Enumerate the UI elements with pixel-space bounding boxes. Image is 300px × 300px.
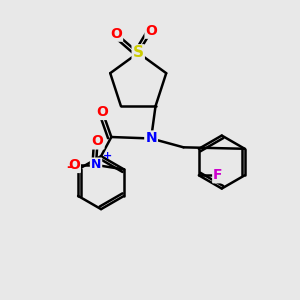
Text: O: O — [97, 105, 109, 119]
Text: O: O — [92, 134, 104, 148]
Text: -: - — [67, 160, 72, 175]
Text: O: O — [146, 24, 158, 38]
Text: N: N — [91, 158, 101, 172]
Text: O: O — [110, 27, 122, 41]
Text: F: F — [213, 168, 223, 182]
Text: +: + — [103, 151, 112, 161]
Text: S: S — [133, 45, 144, 60]
Text: O: O — [68, 158, 80, 172]
Text: N: N — [145, 131, 157, 146]
